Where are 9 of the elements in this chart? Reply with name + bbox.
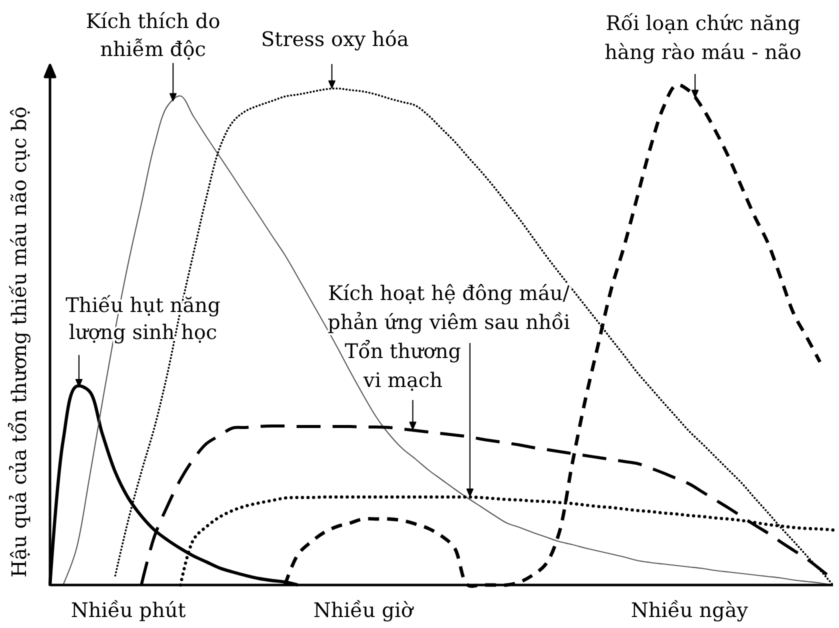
text: Kích thích do nhiễm độc <box>86 9 220 61</box>
text: Stress oxy hóa <box>260 27 409 51</box>
text: Tổn thương vi mạch <box>344 339 462 392</box>
text: Rối loạn chức năng hàng rào máu - não <box>604 11 802 64</box>
x-tick-label: Nhiều phút <box>70 598 186 622</box>
x-tick-label: Nhiều ngày <box>630 598 749 622</box>
x-tick-label: Nhiều giờ <box>313 598 414 622</box>
text: Kích hoạt hệ đông máu/phản ứng viêm sau nhồi <box>328 281 570 334</box>
y-axis-title: Hậu quả của tổn thương thiếu máu não cục bộ <box>7 106 31 578</box>
